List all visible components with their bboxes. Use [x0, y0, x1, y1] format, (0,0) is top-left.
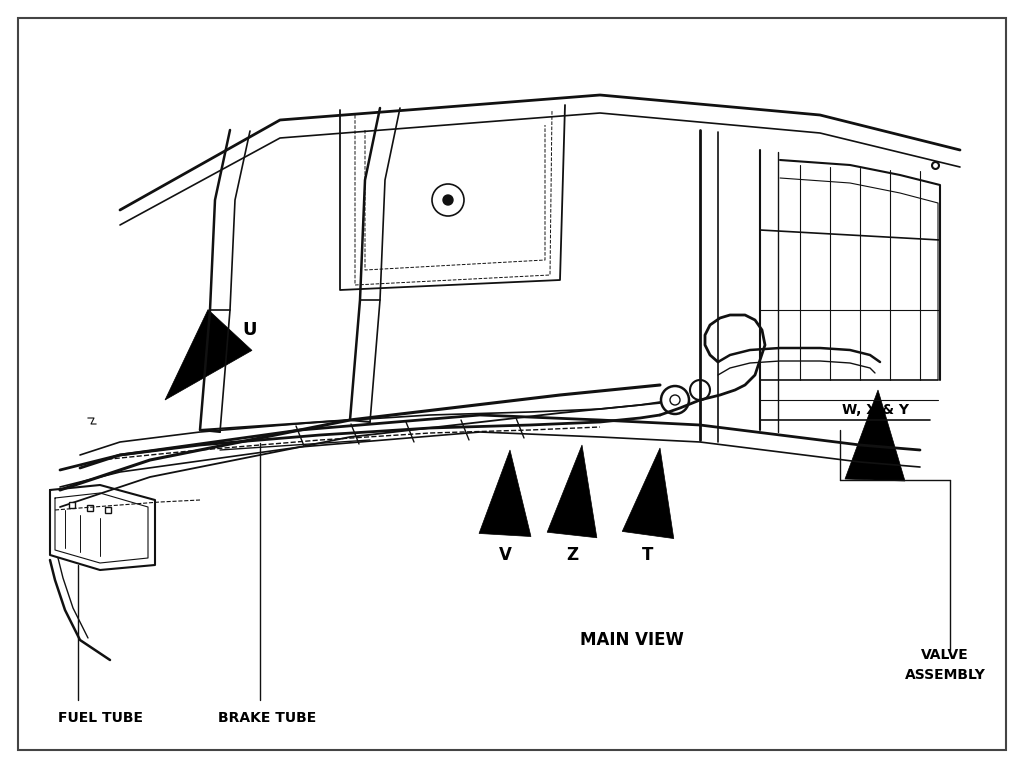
Text: W, X & Y: W, X & Y	[842, 403, 908, 417]
Circle shape	[690, 380, 710, 400]
Circle shape	[670, 395, 680, 405]
Polygon shape	[547, 445, 597, 538]
Polygon shape	[165, 310, 252, 400]
Text: U: U	[242, 321, 256, 339]
Polygon shape	[479, 450, 531, 537]
Text: BRAKE TUBE: BRAKE TUBE	[218, 711, 316, 725]
Text: T: T	[642, 546, 653, 564]
Circle shape	[662, 386, 689, 414]
Polygon shape	[845, 390, 905, 481]
Text: MAIN VIEW: MAIN VIEW	[580, 631, 684, 649]
Text: V: V	[499, 546, 511, 564]
Text: VALVE
ASSEMBLY: VALVE ASSEMBLY	[904, 648, 985, 682]
Circle shape	[443, 195, 453, 205]
Circle shape	[432, 184, 464, 216]
Text: FUEL TUBE: FUEL TUBE	[58, 711, 143, 725]
Polygon shape	[623, 448, 674, 538]
Text: Z: Z	[566, 546, 579, 564]
